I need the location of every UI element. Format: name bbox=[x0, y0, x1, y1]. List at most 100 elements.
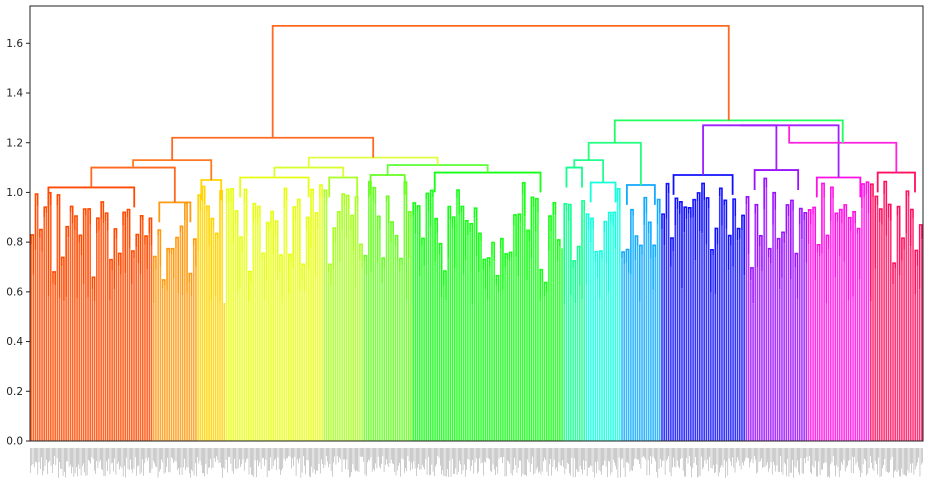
leaf-join bbox=[179, 225, 184, 296]
leaf-join bbox=[341, 193, 346, 231]
merge-link bbox=[739, 124, 840, 178]
leaf-join bbox=[332, 227, 337, 270]
leaf-join bbox=[252, 202, 257, 223]
leaf-join bbox=[539, 268, 544, 301]
merge-link bbox=[171, 136, 375, 161]
leaf-join bbox=[758, 234, 763, 272]
leaf-join bbox=[647, 221, 652, 259]
leaf-join bbox=[696, 192, 701, 232]
leaf-join bbox=[261, 252, 266, 300]
leaf-join bbox=[122, 211, 127, 274]
leaf-join bbox=[421, 237, 425, 267]
leaf-join bbox=[710, 248, 714, 293]
leaf-join bbox=[234, 210, 239, 295]
y-tick-label: 0.2 bbox=[6, 386, 23, 398]
leaf-join bbox=[65, 225, 70, 298]
leaf-join bbox=[390, 221, 394, 243]
merge-link bbox=[307, 156, 439, 168]
leaf-join bbox=[874, 195, 879, 269]
leaf-join bbox=[543, 281, 548, 297]
leaf-join bbox=[834, 212, 839, 278]
leaf-join bbox=[513, 214, 517, 258]
leaf-join bbox=[776, 237, 781, 290]
leaf-join bbox=[517, 213, 522, 276]
leaf-join bbox=[460, 205, 465, 275]
leaf-join bbox=[323, 189, 328, 203]
leaf-join bbox=[821, 182, 825, 254]
leaf-join bbox=[901, 237, 905, 261]
leaf-join bbox=[482, 258, 487, 290]
leaf-join bbox=[376, 215, 381, 263]
leaf-join bbox=[572, 260, 577, 304]
leaf-join bbox=[117, 252, 122, 275]
cluster-link bbox=[369, 174, 406, 195]
leaf-join bbox=[634, 235, 639, 261]
y-axis: 0.0 0.2 0.4 0.6 0.8 1.0 1.2 1.4 1.6 bbox=[6, 38, 30, 448]
leaf-join bbox=[438, 242, 443, 298]
leaf-join bbox=[372, 186, 377, 205]
leaf-join bbox=[166, 247, 171, 291]
leaf-join bbox=[34, 193, 39, 251]
leaf-join bbox=[576, 245, 581, 286]
leaf-join bbox=[69, 205, 74, 224]
leaf-join bbox=[892, 262, 897, 285]
leaf-join bbox=[607, 211, 612, 292]
leaf-join bbox=[287, 253, 292, 294]
cluster-link bbox=[876, 171, 916, 193]
leaf-join bbox=[256, 205, 261, 225]
leaf-join bbox=[499, 237, 504, 290]
leaf-join bbox=[109, 258, 113, 301]
cluster-link bbox=[589, 181, 617, 203]
leaf-join bbox=[825, 234, 830, 304]
leaf-join bbox=[243, 188, 248, 234]
leaf-join bbox=[567, 203, 572, 296]
leaf-join bbox=[652, 244, 657, 291]
leaf-join bbox=[590, 217, 594, 243]
leaf-lines bbox=[30, 177, 923, 441]
leaf-join bbox=[157, 229, 162, 267]
leaf-join bbox=[104, 212, 109, 231]
leaf-join bbox=[201, 185, 206, 205]
merge-link bbox=[271, 24, 730, 138]
y-tick-label: 1.6 bbox=[6, 38, 23, 50]
leaf-join bbox=[456, 189, 460, 215]
y-tick-label: 0.0 bbox=[6, 436, 23, 448]
leaf-join bbox=[314, 212, 319, 278]
leaf-join bbox=[581, 200, 586, 300]
cluster-link bbox=[672, 174, 734, 195]
leaf-join bbox=[630, 208, 634, 275]
leaf-join bbox=[598, 250, 603, 299]
leaf-join bbox=[692, 198, 697, 260]
leaf-join bbox=[656, 198, 661, 225]
leaf-join bbox=[95, 217, 100, 234]
leaf-join bbox=[188, 272, 193, 297]
y-tick-label: 1.4 bbox=[6, 88, 23, 100]
y-tick-label: 1.0 bbox=[6, 187, 23, 199]
leaf-join bbox=[310, 188, 315, 249]
leaf-join bbox=[113, 228, 118, 290]
leaf-join bbox=[504, 253, 509, 268]
leaf-join bbox=[52, 271, 56, 286]
leaf-join bbox=[301, 263, 306, 293]
leaf-join bbox=[451, 216, 456, 269]
leaf-join bbox=[486, 257, 491, 300]
cluster-link bbox=[753, 169, 800, 190]
plot-frame bbox=[29, 5, 924, 442]
leaf-join bbox=[896, 205, 901, 276]
leaf-join bbox=[478, 232, 482, 273]
leaf-join bbox=[39, 228, 43, 252]
leaf-join bbox=[616, 187, 621, 210]
leaf-join bbox=[265, 221, 270, 281]
leaf-join bbox=[718, 187, 723, 226]
leaf-join bbox=[43, 206, 48, 218]
leaf-join bbox=[661, 213, 666, 246]
leaf-join bbox=[126, 208, 131, 249]
leaf-join bbox=[674, 197, 679, 225]
leaf-join bbox=[206, 205, 210, 246]
leaf-join bbox=[394, 234, 399, 261]
merge-link bbox=[573, 159, 605, 183]
leaf-join bbox=[279, 254, 283, 303]
leaf-join bbox=[594, 250, 599, 279]
leaf-join bbox=[905, 190, 910, 234]
